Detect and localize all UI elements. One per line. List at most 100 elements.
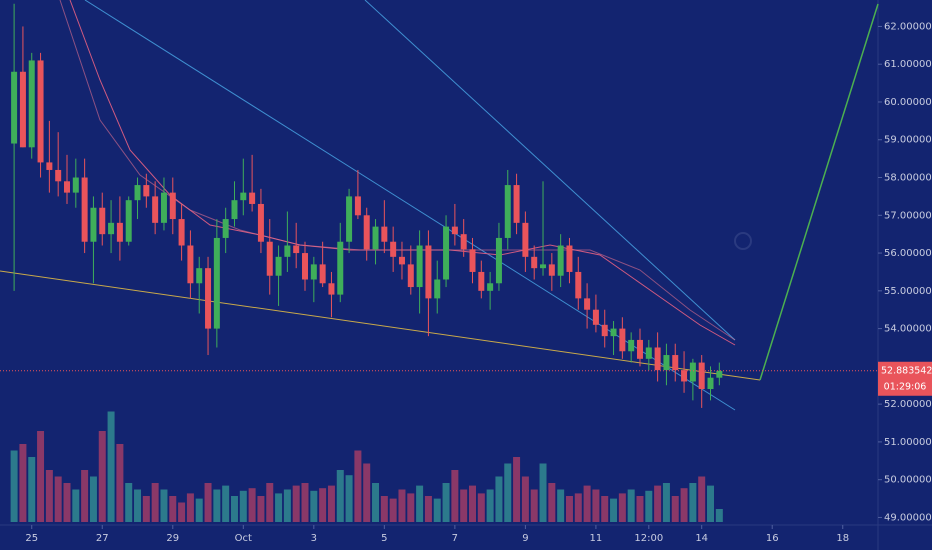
- x-tick-label: 11: [590, 533, 603, 544]
- candle-body: [681, 370, 688, 382]
- last-price-box: [878, 361, 932, 396]
- volume-bar: [486, 489, 494, 522]
- volume-bar: [283, 489, 291, 522]
- volume-bar: [583, 485, 591, 522]
- volume-bar: [680, 488, 688, 522]
- y-tick-label: 57.00000000: [884, 210, 932, 221]
- candle-body: [548, 264, 555, 276]
- volume-bar: [654, 485, 662, 522]
- candle-body: [240, 192, 247, 201]
- volume-bar: [98, 431, 106, 522]
- volume-bar: [530, 489, 538, 522]
- trend-line: [364, 0, 736, 341]
- volume-bar: [151, 483, 159, 522]
- countdown-label: 01:29:06: [884, 381, 927, 392]
- volume-bar: [618, 493, 626, 522]
- candle-body: [654, 347, 661, 371]
- x-tick-label: 9: [522, 533, 528, 544]
- candle-body: [108, 222, 115, 235]
- moving-average: [59, 0, 736, 341]
- volume-bar: [63, 483, 71, 522]
- volume-bar: [645, 490, 653, 522]
- candle-body: [293, 245, 300, 254]
- candle-body: [487, 283, 494, 291]
- projection-line: [759, 3, 879, 381]
- candle-body: [398, 256, 405, 265]
- volume-bar: [301, 483, 309, 522]
- x-tick-label: 18: [836, 533, 849, 544]
- volume-bar: [513, 457, 521, 522]
- volume-bar: [504, 463, 512, 522]
- candle-body: [19, 71, 26, 148]
- candle-body: [55, 169, 62, 182]
- candle-body: [645, 347, 652, 359]
- candle-body: [716, 370, 723, 378]
- volume-bar: [539, 463, 547, 522]
- candle-body: [636, 339, 643, 359]
- volume-bar: [54, 476, 62, 522]
- candle-body: [557, 245, 564, 276]
- last-price-label: 52.88354247: [881, 365, 932, 376]
- volume-bar: [698, 476, 706, 522]
- x-tick-label: 5: [381, 533, 387, 544]
- x-tick-label: 3: [311, 533, 317, 544]
- volume-bar: [319, 488, 327, 522]
- candle-body: [407, 264, 414, 288]
- y-tick-label: 62.00000000: [884, 21, 932, 32]
- y-tick-label: 52.00000000: [884, 399, 932, 410]
- candle-body: [196, 268, 203, 284]
- candle-body: [284, 245, 291, 257]
- candle-body: [46, 162, 53, 170]
- volume-bar: [380, 496, 388, 522]
- volume-bar: [477, 493, 485, 522]
- volume-bar: [213, 489, 221, 522]
- volume-bar: [222, 485, 230, 522]
- y-tick-label: 49.00000000: [884, 512, 932, 523]
- candle-body: [169, 192, 176, 220]
- x-tick-label: 25: [25, 533, 38, 544]
- candle-body: [495, 237, 502, 284]
- volume-bar: [627, 489, 635, 522]
- candle-body: [672, 355, 679, 371]
- volume-bar: [72, 489, 80, 522]
- candle-body: [257, 203, 264, 242]
- candle-body: [469, 249, 476, 272]
- candle-body: [319, 264, 326, 284]
- volume-bar: [689, 483, 697, 522]
- volume-bar: [292, 485, 300, 522]
- volume-bar: [460, 489, 468, 522]
- volume-bar: [521, 476, 529, 522]
- x-tick-label: 7: [452, 533, 458, 544]
- volume-bar: [565, 496, 573, 522]
- volume-bar: [125, 483, 133, 522]
- candle-body: [628, 339, 635, 352]
- candle-body: [522, 222, 529, 257]
- volume-bar: [28, 457, 36, 522]
- volume-bar: [275, 493, 283, 522]
- drawings: [0, 0, 879, 411]
- candle-body: [99, 207, 106, 235]
- candle-body: [425, 245, 432, 299]
- y-tick-label: 54.00000000: [884, 324, 932, 335]
- volume-bar: [195, 498, 203, 522]
- candle-body: [72, 177, 79, 193]
- candle-body: [707, 377, 714, 390]
- candle-body: [372, 226, 379, 250]
- candle-body: [187, 245, 194, 284]
- candle-body: [575, 271, 582, 299]
- x-tick-label: 12:00: [634, 533, 663, 544]
- candle-body: [213, 237, 220, 329]
- volume-bar: [134, 489, 142, 522]
- y-tick-label: 50.00000000: [884, 475, 932, 486]
- volume-bar: [186, 493, 194, 522]
- volume-bar: [372, 483, 380, 522]
- volume-bar: [178, 502, 186, 522]
- candle-body: [592, 309, 599, 325]
- volume-bar: [548, 483, 556, 522]
- volume-bar: [19, 444, 27, 522]
- volume-bar: [169, 496, 177, 522]
- candle-body: [90, 207, 97, 242]
- x-tick-label: 14: [695, 533, 708, 544]
- candle-body: [178, 219, 185, 246]
- volume-bar: [707, 485, 715, 522]
